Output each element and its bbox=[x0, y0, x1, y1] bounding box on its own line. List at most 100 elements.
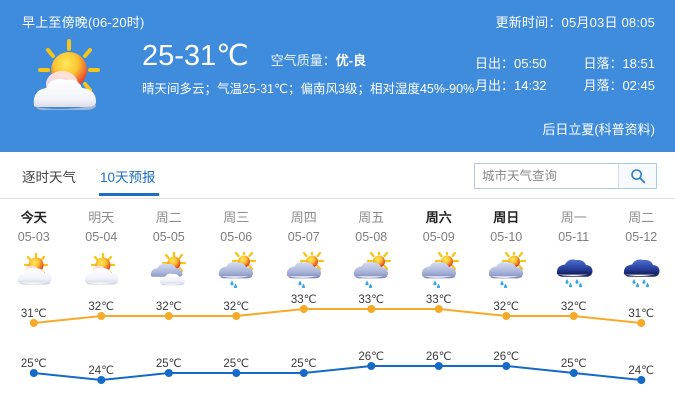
forecast-day-column[interactable]: 今天 05-03 bbox=[0, 199, 68, 288]
ten-day-forecast: 今天 05-03 bbox=[0, 199, 675, 409]
temperature-point bbox=[165, 312, 173, 320]
temperature-value-label: 31℃ bbox=[21, 306, 47, 320]
sunrise-time: 日出：05:50 bbox=[475, 53, 567, 75]
day-date: 05-11 bbox=[540, 229, 608, 245]
temperature-point bbox=[300, 369, 308, 377]
sunset-time: 日落：18:51 bbox=[567, 53, 655, 75]
day-name: 周五 bbox=[338, 209, 406, 226]
day-name: 今天 bbox=[0, 209, 68, 226]
temperature-value-label: 26℃ bbox=[426, 349, 452, 363]
temperature-value-label: 33℃ bbox=[426, 292, 452, 306]
day-date: 05-08 bbox=[338, 229, 406, 245]
temperature-value-label: 24℃ bbox=[628, 363, 654, 377]
day-date: 05-12 bbox=[608, 229, 675, 245]
sun-behind-cloud-icon bbox=[14, 36, 118, 116]
forecast-day-column[interactable]: 明天 05-04 bbox=[68, 199, 136, 288]
temperature-value-label: 26℃ bbox=[493, 349, 519, 363]
temperature-value-label: 31℃ bbox=[628, 306, 654, 320]
temperature-point bbox=[637, 319, 645, 327]
temperature-point bbox=[435, 362, 443, 370]
temperature-value-label: 33℃ bbox=[291, 292, 317, 306]
temperature-point bbox=[570, 312, 578, 320]
temperature-point bbox=[435, 305, 443, 313]
day-name: 周二 bbox=[135, 209, 203, 226]
day-date: 05-09 bbox=[405, 229, 473, 245]
day-name: 周六 bbox=[405, 209, 473, 226]
weather-header: 早上至傍晚(06-20时) 更新时间：05月03日 08:05 bbox=[0, 0, 675, 152]
temperature-value-label: 25℃ bbox=[21, 356, 47, 370]
search-button[interactable] bbox=[618, 164, 656, 188]
sun-times-row: 日出：05:50 日落：18:51 bbox=[475, 53, 655, 75]
temperature-point bbox=[367, 305, 375, 313]
partly-cloudy-icon bbox=[146, 252, 192, 288]
weather-description: 晴天间多云；气温25-31℃；偏南风3级；相对湿度45%-90% bbox=[142, 80, 482, 98]
day-name: 明天 bbox=[68, 209, 136, 226]
temperature-value-label: 32℃ bbox=[493, 299, 519, 313]
temperature-value-label: 24℃ bbox=[88, 363, 114, 377]
temperature-value-label: 33℃ bbox=[358, 292, 384, 306]
temperature-line bbox=[34, 309, 642, 323]
day-name: 周日 bbox=[473, 209, 541, 226]
day-name: 周三 bbox=[203, 209, 271, 226]
sun-cloud-rain-icon bbox=[416, 252, 462, 288]
city-search bbox=[474, 163, 657, 189]
temperature-point bbox=[367, 362, 375, 370]
search-input[interactable] bbox=[475, 164, 618, 188]
day-date: 05-04 bbox=[68, 229, 136, 245]
day-date: 05-03 bbox=[0, 229, 68, 245]
temperature-point bbox=[637, 376, 645, 384]
forecast-columns: 今天 05-03 bbox=[0, 199, 675, 288]
temperature-value-label: 32℃ bbox=[223, 299, 249, 313]
moon-times-row: 月出：14:32 月落：02:45 bbox=[475, 75, 655, 97]
active-tab-underline bbox=[99, 193, 159, 196]
temperature-point bbox=[232, 312, 240, 320]
solar-term-link[interactable]: 后日立夏(科普资料) bbox=[542, 119, 655, 138]
air-quality-value: 优-良 bbox=[336, 53, 366, 68]
forecast-day-column[interactable]: 周六 05-09 bbox=[405, 199, 473, 288]
temperature-value-label: 25℃ bbox=[561, 356, 587, 370]
sun-cloud-rain-icon bbox=[348, 252, 394, 288]
moonrise-time: 月出：14:32 bbox=[475, 75, 567, 97]
heavy-rain-cloud-icon bbox=[551, 252, 597, 288]
temperature-value-label: 32℃ bbox=[88, 299, 114, 313]
temperature-value-label: 26℃ bbox=[358, 349, 384, 363]
temperature-point bbox=[165, 369, 173, 377]
tabs-bar: 逐时天气 10天预报 bbox=[0, 152, 675, 199]
air-quality-label: 空气质量： bbox=[271, 53, 336, 68]
search-icon bbox=[630, 168, 646, 184]
sun-cloud-rain-icon bbox=[213, 252, 259, 288]
temperature-line bbox=[34, 366, 642, 380]
temperature-point bbox=[97, 376, 105, 384]
temperature-point bbox=[300, 305, 308, 313]
temperature-point bbox=[30, 369, 38, 377]
temperature-point bbox=[570, 369, 578, 377]
temperature-point bbox=[502, 312, 510, 320]
forecast-day-column[interactable]: 周二 05-12 bbox=[608, 199, 675, 288]
temperature-point bbox=[30, 319, 38, 327]
tab-ten-day-forecast[interactable]: 10天预报 bbox=[100, 166, 156, 186]
tab-hourly-weather[interactable]: 逐时天气 bbox=[22, 166, 76, 186]
temperature-point bbox=[502, 362, 510, 370]
hero-summary: 25-31℃ 空气质量：优-良 晴天间多云；气温25-31℃；偏南风3级；相对湿… bbox=[142, 42, 492, 98]
moonset-time: 月落：02:45 bbox=[567, 75, 655, 97]
sun-cloud-rain-icon bbox=[483, 252, 529, 288]
temperature-point bbox=[232, 369, 240, 377]
temperature-value-label: 25℃ bbox=[156, 356, 182, 370]
sun-cloud-rain-icon bbox=[281, 252, 327, 288]
period-title: 早上至傍晚(06-20时) bbox=[22, 12, 145, 31]
update-time: 更新时间：05月03日 08:05 bbox=[496, 12, 655, 31]
forecast-day-column[interactable]: 周五 05-08 bbox=[338, 199, 406, 288]
air-quality: 空气质量：优-良 bbox=[271, 50, 366, 69]
sun-behind-cloud-icon bbox=[78, 252, 124, 288]
temperature-value-label: 32℃ bbox=[561, 299, 587, 313]
day-name: 周四 bbox=[270, 209, 338, 226]
day-name: 周二 bbox=[608, 209, 675, 226]
temperature-point bbox=[97, 312, 105, 320]
temperature-value-label: 25℃ bbox=[291, 356, 317, 370]
